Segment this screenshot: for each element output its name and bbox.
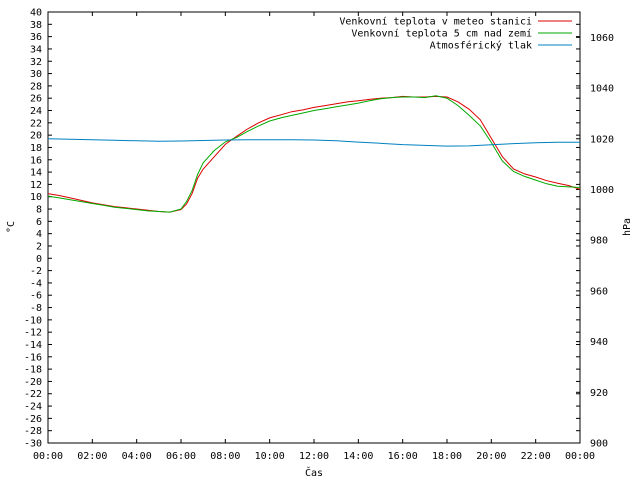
y-tick-label-left: 12	[30, 180, 42, 191]
x-tick-label: 14:00	[343, 451, 373, 462]
y-tick-label-right: 940	[590, 337, 608, 348]
x-tick-label: 20:00	[476, 451, 506, 462]
y-tick-label-left: 34	[30, 44, 42, 55]
y-tick-label-left: -8	[30, 303, 42, 314]
legend-label-3: Atmosférický tlak	[430, 40, 532, 52]
legend-label-1: Venkovní teplota v meteo stanici	[339, 16, 532, 28]
y-tick-label-left: 0	[36, 254, 42, 265]
y-tick-label-left: -30	[24, 439, 42, 450]
x-tick-label: 16:00	[388, 451, 418, 462]
y-tick-label-left: 36	[30, 32, 42, 43]
y-axis-label-right: hPa	[622, 218, 633, 236]
y-tick-label-left: 24	[30, 106, 42, 117]
y-tick-label-right: 980	[590, 236, 608, 247]
x-tick-label: 22:00	[521, 451, 551, 462]
legend: Venkovní teplota v meteo staniciVenkovní…	[339, 16, 572, 52]
y-tick-label-left: -10	[24, 315, 42, 326]
y-tick-label-left: 28	[30, 81, 42, 92]
y-axis-label-left: °C	[6, 221, 17, 233]
plot-area	[47, 11, 581, 444]
y-tick-label-left: -14	[24, 340, 42, 351]
y-tick-label-left: -22	[24, 389, 42, 400]
y-tick-label-left: -2	[30, 266, 42, 277]
x-tick-label: 18:00	[432, 451, 462, 462]
y-tick-label-right: 1040	[590, 84, 614, 95]
y-tick-label-left: 22	[30, 118, 42, 129]
series-line-3	[47, 138, 580, 147]
y-tick-label-left: 32	[30, 57, 42, 68]
y-tick-label-left: 2	[36, 241, 42, 252]
x-tick-label: 10:00	[255, 451, 285, 462]
x-tick-label: 12:00	[299, 451, 329, 462]
y-tick-label-right: 920	[590, 388, 608, 399]
y-tick-label-left: -12	[24, 328, 42, 339]
y-tick-label-left: -6	[30, 291, 42, 302]
y-tick-label-left: -4	[30, 278, 42, 289]
y-tick-label-left: 30	[30, 69, 42, 80]
y-tick-label-left: 4	[36, 229, 42, 240]
y-tick-label-left: -24	[24, 402, 42, 413]
y-tick-label-left: -26	[24, 414, 42, 425]
x-tick-label: 00:00	[33, 451, 63, 462]
right-axis-ticks: 1060 1040 1020 1000 980 960 940 920 900	[576, 33, 614, 450]
y-tick-label-left: 14	[30, 168, 42, 179]
x-tick-label: 08:00	[210, 451, 240, 462]
y-tick-label-left: 6	[36, 217, 42, 228]
left-axis-ticks: 4038363432302826242220181614121086420-2-…	[24, 8, 580, 450]
y-tick-label-left: 18	[30, 143, 42, 154]
series-line-2	[47, 95, 581, 213]
y-tick-label-right: 1020	[590, 134, 614, 145]
x-tick-label: 00:00	[565, 451, 595, 462]
x-axis-ticks: 00:00 02:00 04:00 06:00 08:00 10:00 12:00 14:00…	[33, 12, 595, 462]
y-tick-label-left: -16	[24, 352, 42, 363]
y-tick-label-left: 38	[30, 20, 42, 31]
y-tick-label-left: 10	[30, 192, 42, 203]
y-tick-label-left: 20	[30, 131, 42, 142]
y-tick-label-right: 960	[590, 286, 608, 297]
x-axis-label: Čas	[305, 466, 323, 479]
y-tick-label-left: 8	[36, 205, 42, 216]
y-tick-label-left: -20	[24, 377, 42, 388]
y-tick-label-left: -18	[24, 365, 42, 376]
x-tick-label: 02:00	[77, 451, 107, 462]
y-tick-label-left: 26	[30, 94, 42, 105]
series-line-1	[47, 95, 581, 213]
y-tick-label-left: 40	[30, 8, 42, 19]
y-tick-label-right: 1000	[590, 185, 614, 196]
legend-label-2: Venkovní teplota 5 cm nad zemí	[351, 28, 532, 40]
y-tick-label-right: 1060	[590, 33, 614, 44]
y-tick-label-left: 16	[30, 155, 42, 166]
y-tick-label-right: 900	[590, 439, 608, 450]
series-layer	[47, 95, 581, 213]
x-tick-label: 04:00	[122, 451, 152, 462]
x-tick-label: 06:00	[166, 451, 196, 462]
y-tick-label-left: -28	[24, 426, 42, 437]
